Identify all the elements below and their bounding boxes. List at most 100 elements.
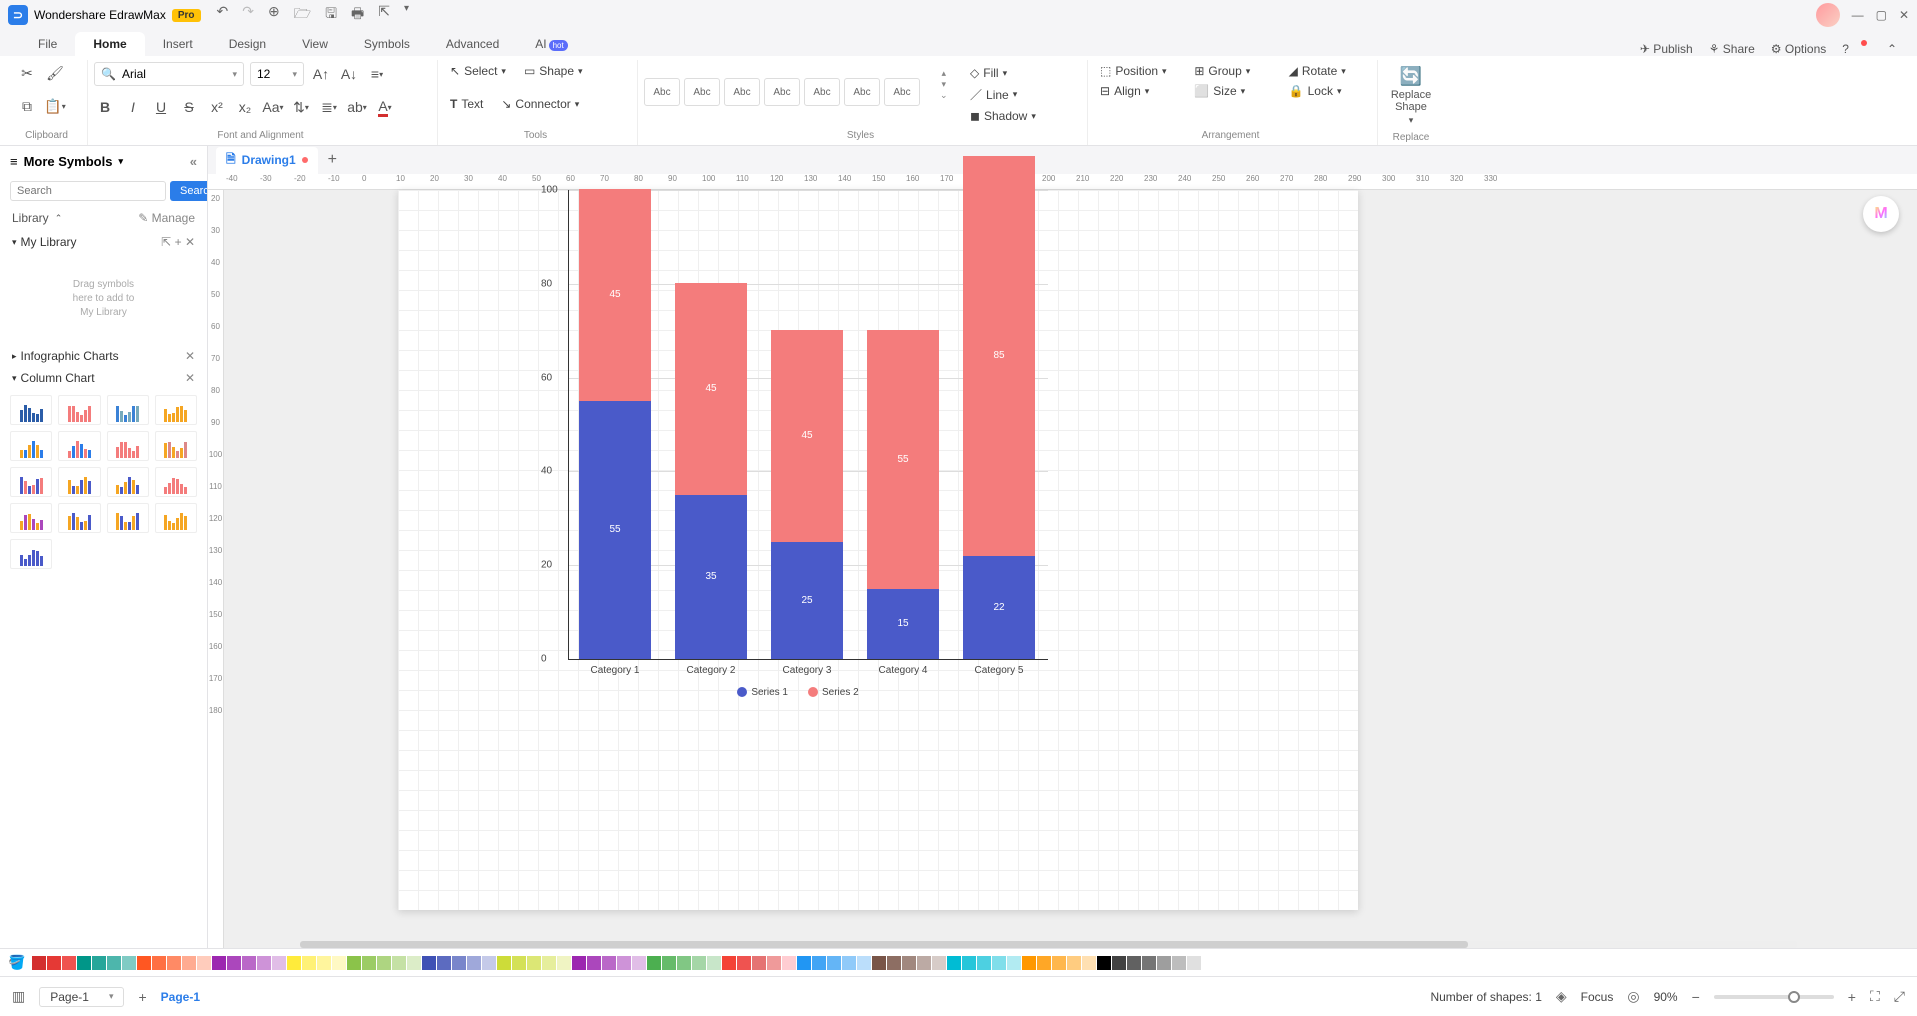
color-swatch[interactable] bbox=[812, 956, 826, 970]
font-color-icon[interactable]: A▾ bbox=[374, 96, 396, 118]
redo-icon[interactable]: ↷ bbox=[242, 3, 254, 27]
zoom-out-button[interactable]: − bbox=[1692, 989, 1700, 1005]
print-icon[interactable]: 🖶 bbox=[351, 3, 364, 27]
color-swatch[interactable] bbox=[782, 956, 796, 970]
chart-thumbnail[interactable] bbox=[107, 395, 149, 425]
fill-button[interactable]: ◇ Fill ▾ bbox=[964, 64, 1042, 82]
chart-thumbnail[interactable] bbox=[107, 467, 149, 497]
color-swatch[interactable] bbox=[632, 956, 646, 970]
color-swatch[interactable] bbox=[1202, 956, 1216, 970]
color-swatch[interactable] bbox=[182, 956, 196, 970]
color-swatch[interactable] bbox=[752, 956, 766, 970]
color-swatch[interactable] bbox=[497, 956, 511, 970]
shrink-font-icon[interactable]: A↓ bbox=[338, 63, 360, 85]
open-icon[interactable]: 🗁 bbox=[294, 3, 311, 27]
style-preset[interactable]: Abc bbox=[804, 78, 840, 106]
menu-tab-symbols[interactable]: Symbols bbox=[346, 32, 428, 56]
color-swatch[interactable] bbox=[692, 956, 706, 970]
color-swatch[interactable] bbox=[167, 956, 181, 970]
zoom-slider[interactable] bbox=[1714, 995, 1834, 999]
color-swatch[interactable] bbox=[977, 956, 991, 970]
strikethrough-icon[interactable]: S bbox=[178, 96, 200, 118]
close-section-icon[interactable]: ✕ bbox=[185, 371, 195, 385]
horizontal-scrollbar[interactable] bbox=[300, 941, 1797, 948]
color-swatch[interactable] bbox=[107, 956, 121, 970]
select-tool[interactable]: ↖ Select ▾ bbox=[444, 62, 512, 80]
font-size-select[interactable]: 12▾ bbox=[250, 62, 304, 86]
color-swatch[interactable] bbox=[1187, 956, 1201, 970]
new-tab-button[interactable]: + bbox=[328, 151, 337, 169]
fit-page-icon[interactable]: ⛶ bbox=[1870, 988, 1880, 1005]
section-mylibrary[interactable]: ▾My Library ⇱ + ✕ bbox=[0, 231, 207, 253]
color-swatch[interactable] bbox=[242, 956, 256, 970]
lock-button[interactable]: 🔒 Lock▾ bbox=[1283, 82, 1367, 100]
bold-icon[interactable]: B bbox=[94, 96, 116, 118]
zoom-in-button[interactable]: + bbox=[1848, 989, 1856, 1005]
color-swatch[interactable] bbox=[137, 956, 151, 970]
help-icon[interactable]: ? bbox=[1842, 42, 1849, 56]
chart-thumbnail[interactable] bbox=[58, 467, 100, 497]
style-preset[interactable]: Abc bbox=[844, 78, 880, 106]
manage-link[interactable]: ✎ Manage bbox=[138, 211, 195, 225]
color-swatch[interactable] bbox=[1007, 956, 1021, 970]
page-selector[interactable]: Page-1▾ bbox=[39, 987, 124, 1007]
color-swatch[interactable] bbox=[677, 956, 691, 970]
chart-thumbnail[interactable] bbox=[107, 503, 149, 533]
color-swatch[interactable] bbox=[407, 956, 421, 970]
color-swatch[interactable] bbox=[647, 956, 661, 970]
color-swatch[interactable] bbox=[1052, 956, 1066, 970]
color-swatch[interactable] bbox=[1037, 956, 1051, 970]
color-swatch[interactable] bbox=[662, 956, 676, 970]
gallery-more-icon[interactable]: ⌄ bbox=[940, 90, 948, 101]
shadow-button[interactable]: ◼ Shadow ▾ bbox=[964, 107, 1042, 125]
color-swatch[interactable] bbox=[1157, 956, 1171, 970]
color-swatch[interactable] bbox=[452, 956, 466, 970]
color-swatch[interactable] bbox=[392, 956, 406, 970]
close-section-icon[interactable]: ✕ bbox=[185, 235, 195, 249]
export-icon[interactable]: ⇱ bbox=[378, 3, 390, 27]
color-swatch[interactable] bbox=[572, 956, 586, 970]
section-column-chart[interactable]: ▾Column Chart ✕ bbox=[0, 367, 207, 389]
font-name-select[interactable]: 🔍Arial▾ bbox=[94, 62, 244, 86]
case-icon[interactable]: Aa▾ bbox=[262, 96, 284, 118]
color-swatch[interactable] bbox=[362, 956, 376, 970]
chart-thumbnail[interactable] bbox=[10, 395, 52, 425]
line-spacing-icon[interactable]: ⇅▾ bbox=[290, 96, 312, 118]
stacked-bar-chart[interactable]: 0204060801005545Category 13545Category 2… bbox=[528, 170, 1068, 730]
subscript-icon[interactable]: x₂ bbox=[234, 96, 256, 118]
collapse-panel-icon[interactable]: « bbox=[190, 154, 197, 169]
fill-bucket-icon[interactable]: 🪣 bbox=[8, 954, 25, 971]
color-swatch[interactable] bbox=[77, 956, 91, 970]
minimize-icon[interactable]: ― bbox=[1852, 8, 1864, 22]
close-icon[interactable]: ✕ bbox=[1899, 8, 1909, 22]
fullscreen-icon[interactable]: ⤢ bbox=[1894, 988, 1905, 1005]
group-button[interactable]: ⊞ Group▾ bbox=[1188, 62, 1272, 80]
color-swatch[interactable] bbox=[152, 956, 166, 970]
color-swatch[interactable] bbox=[842, 956, 856, 970]
size-button[interactable]: ⬜ Size▾ bbox=[1188, 82, 1272, 100]
color-swatch[interactable] bbox=[1112, 956, 1126, 970]
copy-icon[interactable]: ⧉ bbox=[16, 95, 38, 117]
add-icon[interactable]: + bbox=[175, 235, 182, 249]
rotate-button[interactable]: ◢ Rotate▾ bbox=[1283, 62, 1367, 80]
color-swatch[interactable] bbox=[857, 956, 871, 970]
share-button[interactable]: ⚘ Share bbox=[1709, 42, 1755, 56]
color-swatch[interactable] bbox=[422, 956, 436, 970]
color-swatch[interactable] bbox=[32, 956, 46, 970]
color-swatch[interactable] bbox=[467, 956, 481, 970]
color-swatch[interactable] bbox=[827, 956, 841, 970]
library-dropzone[interactable]: Drag symbols here to add to My Library bbox=[12, 259, 195, 339]
add-page-button[interactable]: + bbox=[138, 989, 146, 1005]
hamburger-icon[interactable]: ≡ bbox=[10, 154, 18, 169]
menu-tab-view[interactable]: View bbox=[284, 32, 346, 56]
focus-label[interactable]: Focus bbox=[1581, 990, 1614, 1004]
shape-tool[interactable]: ▭ Shape ▾ bbox=[518, 62, 589, 80]
symbol-search-button[interactable]: Search bbox=[170, 181, 208, 201]
color-swatch[interactable] bbox=[932, 956, 946, 970]
menu-tab-advanced[interactable]: Advanced bbox=[428, 32, 517, 56]
color-swatch[interactable] bbox=[917, 956, 931, 970]
document-tab[interactable]: 🗎 Drawing1 bbox=[216, 147, 318, 174]
gallery-down-icon[interactable]: ▾ bbox=[942, 79, 947, 90]
bullets-icon[interactable]: ≣▾ bbox=[318, 96, 340, 118]
color-swatch[interactable] bbox=[1097, 956, 1111, 970]
